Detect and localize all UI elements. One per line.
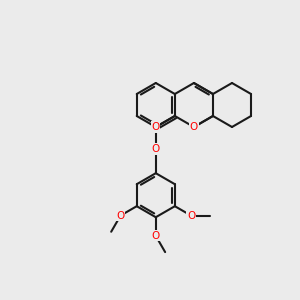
Text: O: O <box>116 211 125 220</box>
Text: O: O <box>152 122 160 132</box>
Text: O: O <box>152 231 160 241</box>
Text: O: O <box>187 211 195 220</box>
Text: O: O <box>190 122 198 132</box>
Text: O: O <box>152 144 160 154</box>
